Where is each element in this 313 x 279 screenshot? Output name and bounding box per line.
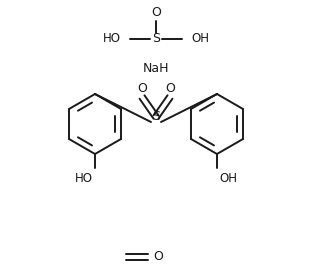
Text: OH: OH bbox=[219, 172, 237, 184]
Text: S: S bbox=[152, 32, 160, 45]
Text: HO: HO bbox=[103, 32, 121, 45]
Text: OH: OH bbox=[191, 32, 209, 45]
Text: O: O bbox=[137, 83, 147, 95]
Text: S: S bbox=[152, 110, 160, 124]
Text: HO: HO bbox=[75, 172, 93, 184]
Text: NaH: NaH bbox=[143, 62, 169, 76]
Text: O: O bbox=[153, 251, 163, 263]
Text: O: O bbox=[151, 6, 161, 20]
Text: O: O bbox=[165, 83, 175, 95]
